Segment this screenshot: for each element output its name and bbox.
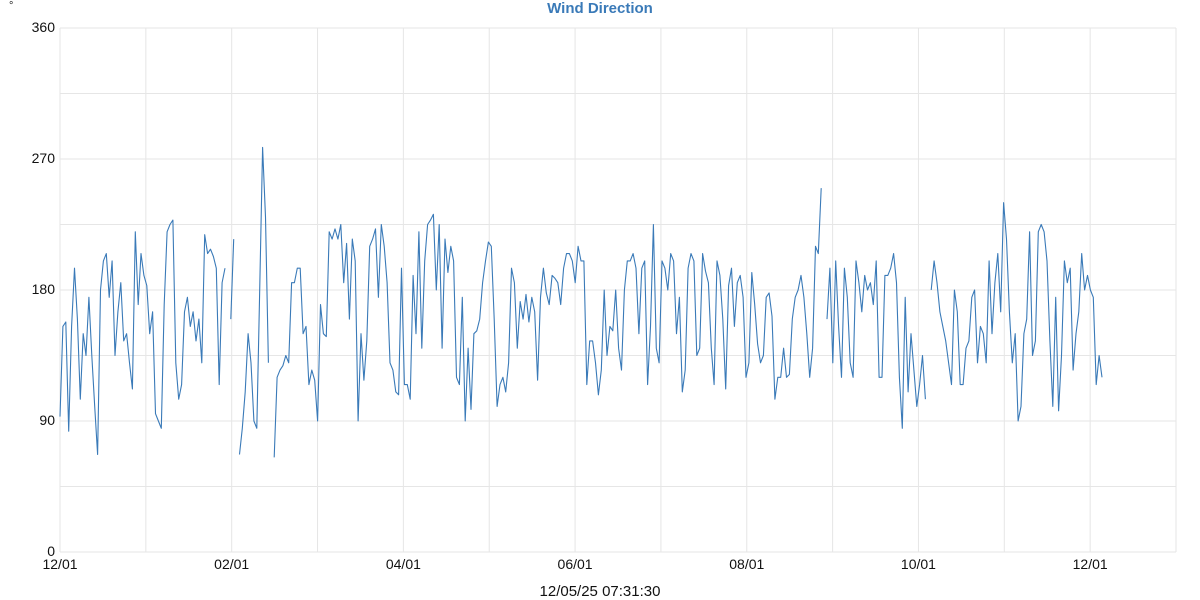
y-tick-label: 360 <box>31 19 55 35</box>
x-tick-label: 04/01 <box>385 556 421 572</box>
y-axis-unit: ° <box>9 0 14 12</box>
series-line-segment <box>230 239 235 320</box>
series-line-segment <box>238 146 269 455</box>
x-tick-label: 10/01 <box>900 556 936 572</box>
x-tick-label: 08/01 <box>729 556 765 572</box>
timestamp: 12/05/25 07:31:30 <box>539 583 661 600</box>
x-tick-label: 02/01 <box>214 556 250 572</box>
series-line-segment <box>826 253 926 429</box>
y-tick-label: 0 <box>47 543 55 559</box>
series-line-segment <box>273 188 822 458</box>
x-tick-label: 12/01 <box>42 556 78 572</box>
y-tick-label: 90 <box>39 412 55 428</box>
x-tick-label: 12/01 <box>1072 556 1108 572</box>
y-tick-label: 270 <box>31 150 55 166</box>
series-line-segment <box>59 219 226 456</box>
x-tick-label: 06/01 <box>557 556 593 572</box>
y-tick-label: 180 <box>31 281 55 297</box>
wind-direction-series <box>59 146 1103 458</box>
chart-title: Wind Direction <box>547 0 653 17</box>
series-line-segment <box>930 202 1103 422</box>
